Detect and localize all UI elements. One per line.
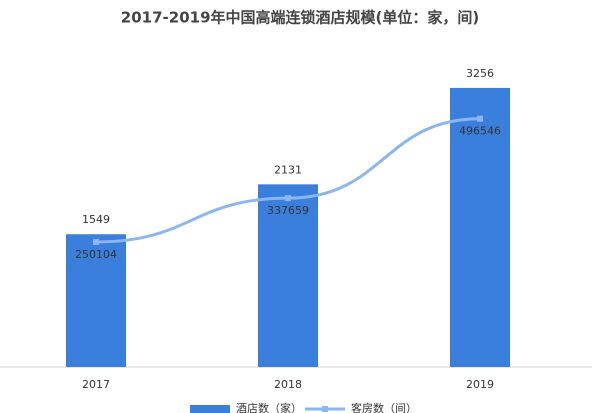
- x-tick-label: 2018: [274, 378, 302, 391]
- legend-label: 客房数（间）: [351, 401, 417, 413]
- legend-label: 酒店数（家）: [236, 401, 302, 413]
- chart-title: 2017-2019年中国高端连锁酒店规模(单位：家，间): [121, 9, 479, 27]
- line-point: [93, 238, 99, 245]
- bar-value-label: 1549: [82, 213, 110, 226]
- bar-value-label: 2131: [274, 163, 302, 176]
- line-value-label: 250104: [75, 248, 117, 261]
- x-tick-label: 2017: [82, 378, 110, 391]
- bar: [66, 234, 126, 367]
- bar: [450, 87, 510, 368]
- legend-swatch: [322, 406, 328, 412]
- bar: [258, 184, 318, 367]
- legend-swatch: [190, 405, 230, 413]
- line-point: [477, 115, 483, 122]
- bar-value-label: 3256: [466, 67, 494, 80]
- line-value-label: 337659: [267, 204, 309, 217]
- line-point: [285, 195, 291, 202]
- line-value-label: 496546: [459, 125, 501, 138]
- x-tick-label: 2019: [466, 378, 494, 391]
